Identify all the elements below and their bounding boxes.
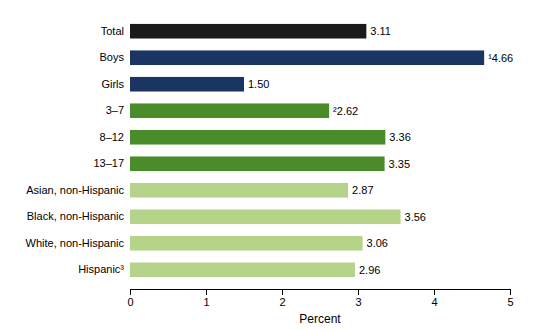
y-tick: Hispanic³ [78,263,124,275]
data-label: 3.06 [367,237,388,249]
y-tick: Total [101,25,124,37]
data-labels: 2.96 3.06 3.56 2.87 3.35 3.36 ²2.62 1.50 ¹4.66 3.… [248,25,513,276]
x-tick-mark [206,289,207,295]
bar [130,50,484,65]
chart: 2.96 3.06 3.56 2.87 3.35 3.36 ²2.62 1.50 ¹4.66 3.… [0,0,560,331]
bar [130,236,363,251]
bar [130,130,385,145]
data-label: 3.35 [389,158,410,170]
y-tick: 3–7 [106,104,124,116]
x-tick-label: 4 [431,296,437,308]
data-label: ²2.62 [333,105,358,117]
data-label: ¹4.66 [488,52,513,64]
data-label: 2.87 [352,184,373,196]
x-tick: 5 [507,289,513,308]
x-tick-label: 1 [203,296,209,308]
x-tick-label: 5 [507,296,513,308]
x-axis: 0 1 2 3 4 5 [127,289,513,308]
y-tick: Asian, non-Hispanic [26,184,124,196]
x-tick-label: 3 [355,296,361,308]
x-tick: 0 [127,289,133,308]
x-tick-label: 2 [279,296,285,308]
bar [130,209,401,224]
x-tick-mark [434,289,435,295]
y-tick: Boys [100,51,125,63]
x-tick-mark [510,289,511,295]
y-tick-label: Hispanic³ [78,263,124,275]
data-label: 2.96 [359,264,380,276]
x-tick: 2 [279,289,285,308]
bar [130,103,329,118]
bar [130,262,355,277]
x-tick-mark [282,289,283,295]
bar [130,183,348,198]
y-tick: Black, non-Hispanic [27,210,125,222]
x-axis-line [131,290,511,296]
y-tick: White, non-Hispanic [26,237,125,249]
x-tick-mark [358,289,359,295]
x-tick: 4 [431,289,437,308]
data-label: 1.50 [248,78,269,90]
y-tick-label: White, non-Hispanic [26,237,125,249]
y-axis: Hispanic³ White, non-Hispanic Black, non-H… [26,25,125,276]
bar [130,156,385,171]
y-tick-label: Total [101,25,124,37]
y-tick: Girls [101,78,124,90]
bar [130,24,366,39]
x-tick: 1 [203,289,209,308]
plot: 2.96 3.06 3.56 2.87 3.35 3.36 ²2.62 1.50 ¹4.66 3.… [26,24,514,308]
x-axis-title: Percent [299,312,341,326]
bars [130,24,484,277]
data-label: 3.56 [405,211,426,223]
y-tick-label: 13–17 [93,157,124,169]
y-tick-label: Girls [101,78,124,90]
y-tick-label: 8–12 [100,131,124,143]
x-tick: 3 [355,289,361,308]
y-tick-label: Asian, non-Hispanic [26,184,124,196]
y-tick-label: Boys [100,51,125,63]
y-tick-label: Black, non-Hispanic [27,210,125,222]
y-tick: 13–17 [93,157,124,169]
y-tick: 8–12 [100,131,124,143]
data-label: 3.36 [389,131,410,143]
y-tick-label: 3–7 [106,104,124,116]
bar [130,77,244,92]
x-tick-mark [130,289,131,295]
data-label: 3.11 [370,25,391,37]
x-tick-label: 0 [127,296,133,308]
